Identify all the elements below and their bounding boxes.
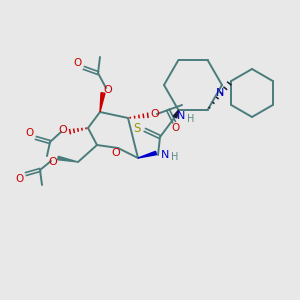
Text: O: O xyxy=(103,85,112,95)
Text: H: H xyxy=(187,114,195,124)
Polygon shape xyxy=(138,151,157,158)
Text: O: O xyxy=(112,148,120,158)
Text: O: O xyxy=(16,174,24,184)
Text: N: N xyxy=(161,150,169,160)
Polygon shape xyxy=(58,156,78,162)
Text: O: O xyxy=(49,157,57,167)
Text: O: O xyxy=(74,58,82,68)
Polygon shape xyxy=(100,93,105,112)
Text: N: N xyxy=(216,88,224,98)
Text: O: O xyxy=(172,123,180,133)
Text: S: S xyxy=(133,122,141,134)
Text: O: O xyxy=(151,109,159,119)
Polygon shape xyxy=(173,110,178,118)
Text: H: H xyxy=(171,152,179,162)
Text: N: N xyxy=(177,111,185,121)
Text: O: O xyxy=(26,128,34,138)
Text: O: O xyxy=(58,125,68,135)
